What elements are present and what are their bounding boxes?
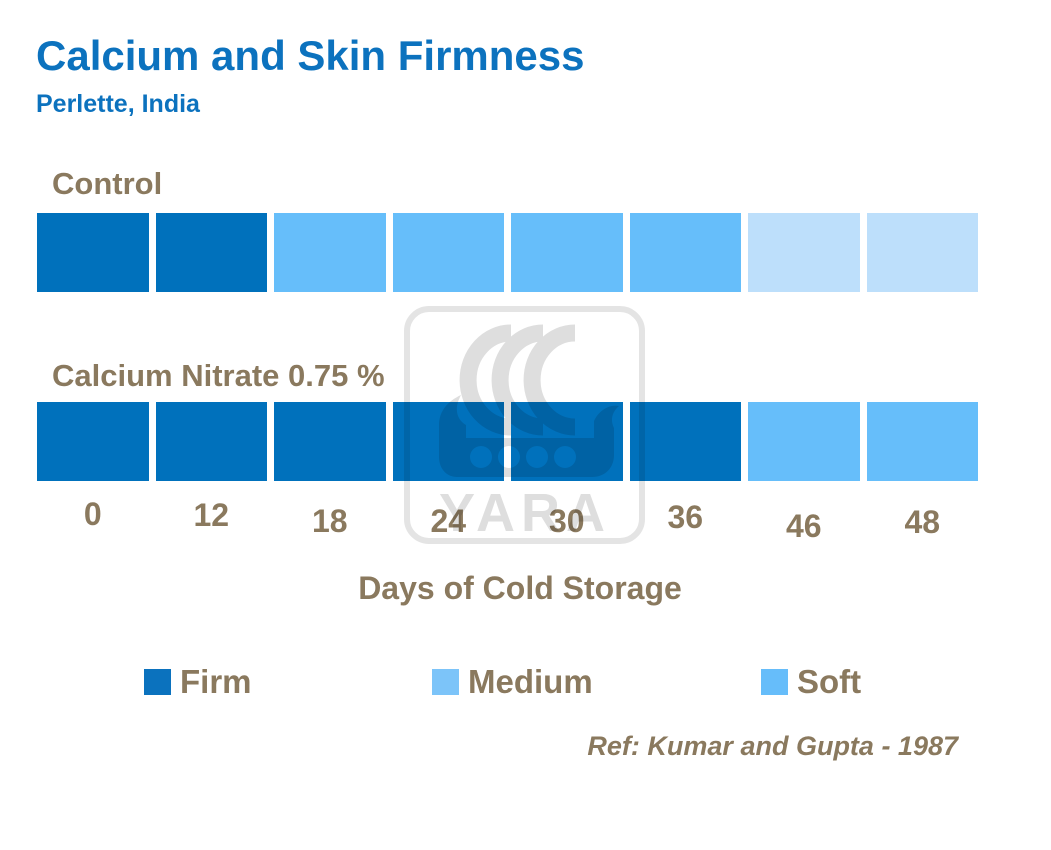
legend-swatch-firm <box>144 668 171 695</box>
legend-label-soft: Soft <box>797 663 862 700</box>
legend-item-firm: Firm <box>144 665 252 698</box>
x-tick-48: 48 <box>904 504 941 540</box>
legend-label-firm: Firm <box>180 663 252 700</box>
bar-segment-medium <box>866 402 978 481</box>
x-tick-46: 46 <box>785 508 822 544</box>
bar-segment-medium <box>392 213 504 292</box>
legend-swatch-soft <box>761 668 788 695</box>
x-tick-12: 12 <box>193 497 230 533</box>
bar-segment-firm <box>392 402 504 481</box>
x-tick-24: 24 <box>430 503 467 539</box>
bar-segment-firm <box>155 402 267 481</box>
bar-row-1 <box>37 402 978 481</box>
bar-segment-soft <box>866 213 978 292</box>
bar-segment-firm <box>155 213 267 292</box>
reference-text: Ref: Kumar and Gupta - 1987 <box>587 731 958 761</box>
chart-title: Calcium and Skin Firmness <box>36 32 585 79</box>
x-axis-title: Days of Cold Storage <box>358 570 682 606</box>
legend-item-soft: Soft <box>761 665 861 698</box>
chart-subtitle: Perlette, India <box>36 90 200 118</box>
bar-segment-medium <box>629 213 741 292</box>
bar-segment-firm <box>511 402 623 481</box>
bar-segment-medium <box>511 213 623 292</box>
bar-segment-firm <box>37 402 149 481</box>
bar-segment-firm <box>37 213 149 292</box>
x-tick-30: 30 <box>548 503 585 539</box>
bar-row-0 <box>37 213 978 292</box>
x-axis-ticks: 0 12 18 24 30 36 46 48 <box>37 496 978 544</box>
legend-label-medium: Medium <box>468 663 593 700</box>
legend-item-medium: Medium <box>432 665 593 698</box>
bar-segment-firm <box>274 402 386 481</box>
bar-segment-firm <box>629 402 741 481</box>
series-label-0: Control <box>52 166 163 201</box>
x-tick-36: 36 <box>667 499 704 535</box>
x-tick-0: 0 <box>83 496 102 532</box>
bar-segment-soft <box>748 213 860 292</box>
x-tick-18: 18 <box>311 503 348 539</box>
bar-segment-medium <box>274 213 386 292</box>
bar-segment-medium <box>748 402 860 481</box>
legend-swatch-medium <box>432 668 459 695</box>
series-label-1: Calcium Nitrate 0.75 % <box>52 358 385 393</box>
